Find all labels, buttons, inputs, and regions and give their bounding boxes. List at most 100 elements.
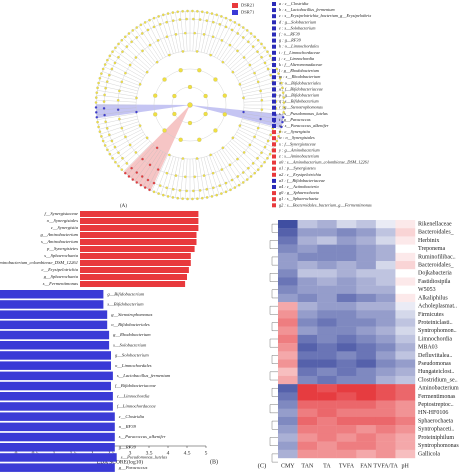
heatmap-cell bbox=[336, 449, 357, 459]
node bbox=[110, 67, 114, 71]
node bbox=[236, 32, 240, 35]
node bbox=[181, 157, 185, 160]
branch bbox=[184, 158, 188, 199]
bar-label: c__Synergistia bbox=[51, 225, 79, 230]
branch bbox=[242, 85, 282, 94]
branch bbox=[235, 53, 269, 76]
node bbox=[105, 80, 109, 83]
bar bbox=[0, 330, 110, 340]
heatmap-cell bbox=[375, 277, 396, 286]
node bbox=[98, 130, 102, 133]
branch bbox=[201, 13, 210, 53]
node bbox=[155, 60, 159, 64]
row-label: Syntrophomonas bbox=[418, 443, 459, 449]
node bbox=[178, 68, 183, 73]
branch bbox=[170, 13, 179, 53]
clade-swatch bbox=[272, 185, 276, 189]
branch bbox=[111, 53, 145, 76]
node bbox=[135, 110, 138, 114]
clade-label: v : c__Synergistia bbox=[279, 129, 310, 134]
node bbox=[123, 171, 127, 175]
bar bbox=[0, 290, 104, 299]
heatmap-cell bbox=[356, 228, 377, 237]
node bbox=[242, 96, 245, 100]
clade-label: i : f__Limnochordaceae bbox=[279, 50, 320, 55]
heatmap-cell bbox=[297, 449, 318, 459]
bar-label: o__Bifidobacteriales bbox=[111, 322, 150, 327]
bar bbox=[80, 232, 197, 238]
branch bbox=[102, 124, 140, 139]
heatmap-cell bbox=[278, 367, 298, 377]
node bbox=[241, 36, 245, 39]
heatmap-cell bbox=[278, 310, 298, 319]
heatmap-cell bbox=[336, 277, 357, 286]
node bbox=[269, 73, 272, 77]
branch bbox=[123, 38, 152, 67]
branch bbox=[243, 99, 284, 103]
clade-swatch bbox=[272, 160, 276, 165]
heatmap-cell bbox=[356, 384, 377, 393]
bar bbox=[0, 361, 111, 370]
heatmap-cell bbox=[278, 220, 298, 229]
heatmap-cell bbox=[395, 326, 416, 336]
node bbox=[121, 50, 124, 54]
node bbox=[238, 124, 242, 127]
node bbox=[95, 91, 99, 95]
clade-swatch bbox=[272, 124, 276, 128]
branch bbox=[96, 95, 137, 100]
branch bbox=[142, 151, 164, 187]
clade-swatch bbox=[272, 178, 276, 183]
heatmap-cell bbox=[375, 408, 396, 418]
node bbox=[135, 171, 139, 174]
bar bbox=[80, 260, 191, 266]
heatmap-cell bbox=[297, 220, 318, 229]
heatmap-cell bbox=[336, 425, 357, 434]
node bbox=[97, 125, 100, 129]
branch bbox=[134, 148, 159, 182]
heatmap-cell bbox=[297, 375, 318, 385]
clade-swatch bbox=[272, 14, 276, 19]
root bbox=[187, 102, 193, 108]
bar-label: o__RF39 bbox=[119, 424, 137, 429]
heatmap-cell bbox=[375, 343, 396, 352]
node bbox=[205, 11, 209, 14]
row-label: Dojkabacteria bbox=[418, 271, 452, 277]
branch bbox=[238, 129, 274, 148]
clade-label: u : s__Paracoccus_alkenifer bbox=[279, 123, 329, 128]
heatmap-cell bbox=[356, 392, 377, 401]
node bbox=[155, 146, 159, 150]
clade-label: b : s__Lactobacillus_fermentum bbox=[279, 7, 335, 12]
heatmap-cell bbox=[297, 302, 318, 311]
heatmap-cell bbox=[336, 228, 357, 237]
heatmap-cell bbox=[278, 293, 298, 303]
heatmap-cell bbox=[297, 285, 318, 295]
heatmap-cell bbox=[395, 343, 416, 352]
branch bbox=[211, 154, 229, 191]
clade-label: g2 : s__Bacteroidales_bacterium_g__Ferme… bbox=[279, 202, 372, 207]
branch bbox=[242, 116, 282, 125]
row-label: Rikenellaceae bbox=[418, 221, 452, 227]
node bbox=[156, 168, 160, 171]
node bbox=[212, 186, 215, 190]
node bbox=[203, 111, 208, 117]
branch bbox=[184, 11, 188, 52]
node bbox=[100, 72, 103, 75]
heatmap-cell bbox=[317, 375, 337, 385]
row-label: W5053 bbox=[418, 287, 436, 293]
node bbox=[275, 139, 279, 143]
branch bbox=[203, 157, 215, 196]
bar-label: g__Stenotrophomonas bbox=[111, 312, 152, 317]
clade-label: a0 : s__Aminobacterium_colombiense_DSM_1… bbox=[279, 160, 369, 165]
bar-label: o__Synergistales bbox=[47, 218, 78, 223]
clade-label: o : f__Bifidobacteriaceae bbox=[279, 86, 323, 91]
heatmap-cell bbox=[356, 252, 377, 262]
clade-label: r : g__Stenotrophomonas bbox=[279, 105, 323, 110]
node bbox=[282, 101, 286, 104]
clade-label: q : s__Bifidobacterium bbox=[279, 99, 319, 104]
heatmap-cell bbox=[317, 318, 337, 327]
bar bbox=[80, 253, 191, 259]
clade-swatch bbox=[272, 56, 276, 61]
node bbox=[108, 54, 112, 58]
clade-label: j : c__Limnochordia bbox=[278, 56, 314, 61]
dendrogram bbox=[269, 305, 278, 315]
